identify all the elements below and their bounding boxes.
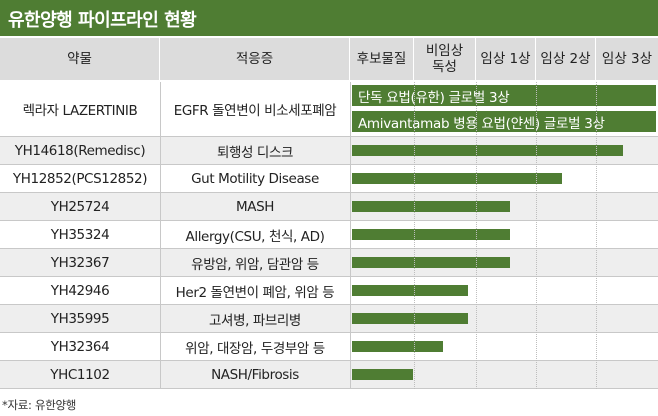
drug-name: YH42946 xyxy=(50,282,110,299)
row-divider xyxy=(0,164,658,165)
row-divider xyxy=(0,388,658,389)
header-stage-phase2: 임상 2상 xyxy=(536,38,596,80)
indication: NASH/Fibrosis xyxy=(211,366,299,383)
header-drug: 약물 xyxy=(0,38,160,80)
row-background xyxy=(0,193,658,220)
row-background xyxy=(0,305,658,332)
stage-label-bar: 단독 요법(유한) 글로벌 3상 xyxy=(352,85,656,106)
row-divider xyxy=(0,332,658,333)
stage-divider xyxy=(536,82,537,389)
stage-label-bar: Amivantamab 병용 요법(얀센) 글로벌 3상 xyxy=(352,111,656,132)
drug-name: YH32367 xyxy=(50,254,110,271)
progress-bar xyxy=(352,229,510,240)
drug-name: YHC1102 xyxy=(50,366,110,383)
drug-name: YH14618(Remedisc) xyxy=(14,142,146,159)
indication: EGFR 돌연변이 비소세포폐암 xyxy=(173,103,337,119)
row-divider xyxy=(0,192,658,193)
progress-bar xyxy=(352,145,623,156)
indication: MASH xyxy=(235,198,274,215)
drug-name: YH35324 xyxy=(50,226,110,243)
progress-bar xyxy=(352,257,510,268)
progress-bar xyxy=(352,369,413,380)
indication: Gut Motility Disease xyxy=(191,170,319,187)
row-divider xyxy=(0,248,658,249)
title-bar: 유한양행 파이프라인 현황 xyxy=(0,0,658,36)
drug-name: YH12852(PCS12852) xyxy=(12,170,148,187)
row-divider xyxy=(0,136,658,137)
indication: 유방암, 위암, 담관암 등 xyxy=(191,256,319,273)
header-stage-preclinical: 비임상 독성 xyxy=(414,38,476,80)
progress-bar xyxy=(352,173,562,184)
header-stage-candidate: 후보물질 xyxy=(350,38,414,80)
row-divider xyxy=(0,304,658,305)
pipeline-table: 약물 적응증 후보물질 비임상 독성 임상 1상 임상 2상 임상 3상 렉라자… xyxy=(0,38,658,393)
row-background xyxy=(0,249,658,276)
drug-name: YH35995 xyxy=(50,310,110,327)
indication: Allergy(CSU, 천식, AD) xyxy=(185,228,325,245)
row-background xyxy=(0,361,658,388)
progress-bar xyxy=(352,313,468,324)
drug-name: YH25724 xyxy=(50,198,110,215)
source-note: *자료: 유한양행 xyxy=(2,398,77,412)
stage-divider xyxy=(476,82,477,389)
header-stage-phase3: 임상 3상 xyxy=(596,38,658,80)
row-divider xyxy=(0,276,658,277)
header-indication: 적응증 xyxy=(160,38,350,80)
header-stage-phase1: 임상 1상 xyxy=(476,38,536,80)
indication: 퇴행성 디스크 xyxy=(216,144,293,161)
page-title: 유한양행 파이프라인 현황 xyxy=(8,10,197,31)
stage-divider xyxy=(414,82,415,389)
column-divider xyxy=(350,82,351,389)
indication: Her2 돌연변이 폐암, 위암 등 xyxy=(175,284,335,301)
column-divider xyxy=(160,82,161,389)
indication: 고셔병, 파브리병 xyxy=(209,312,301,329)
progress-bar xyxy=(352,285,468,296)
progress-bar xyxy=(352,201,510,212)
stage-divider xyxy=(596,82,597,389)
row-divider xyxy=(0,360,658,361)
row-divider xyxy=(0,220,658,221)
indication: 위암, 대장암, 두경부암 등 xyxy=(185,340,325,357)
drug-name: YH32364 xyxy=(50,338,110,355)
progress-bar xyxy=(352,341,443,352)
drug-name: 렉라자 LAZERTINIB xyxy=(22,103,138,119)
